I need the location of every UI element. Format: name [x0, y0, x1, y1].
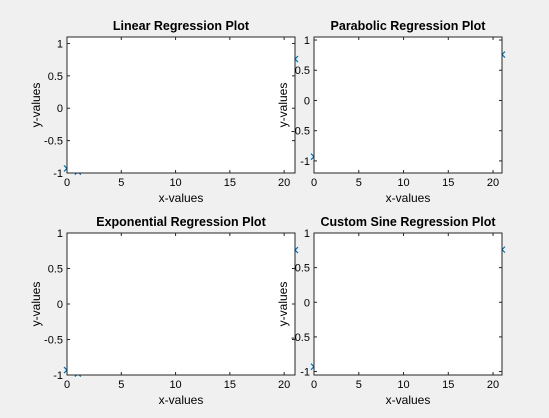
y-tick-label: -0.5 — [291, 126, 310, 138]
x-tick-label: 20 — [278, 379, 290, 391]
x-tick-label: 10 — [169, 379, 181, 391]
subplot-2: 0 5 10 15 20 -1 -0.5 0 0.5 1 Parabolic Regression … — [276, 19, 506, 205]
chart-title: Parabolic Regression Plot — [331, 19, 487, 33]
x-tick-label: 20 — [487, 379, 499, 391]
x-tick-label: 0 — [64, 379, 70, 391]
chart-title: Exponential Regression Plot — [96, 215, 266, 229]
x-tick-label: 20 — [487, 177, 499, 189]
y-tick-label: 0.5 — [48, 71, 63, 83]
x-axis-label: x-values — [386, 393, 431, 407]
chart-title: Linear Regression Plot — [113, 19, 250, 33]
y-tick-label: -0.5 — [44, 335, 63, 347]
y-axis-label: y-values — [29, 282, 43, 327]
y-tick-label: 1 — [304, 35, 310, 47]
y-axis-label: y-values — [29, 83, 43, 128]
axes-box — [313, 36, 503, 174]
y-tick-label: 0.5 — [295, 65, 310, 77]
x-tick-label: 15 — [442, 379, 454, 391]
axes-box — [313, 232, 503, 376]
x-tick-label: 5 — [118, 177, 124, 189]
y-tick-label: 0.5 — [295, 263, 310, 275]
y-tick-label: 0 — [304, 95, 310, 107]
y-tick-label: 0 — [57, 103, 63, 115]
y-tick-label: 0.5 — [48, 264, 63, 276]
axes-box — [66, 232, 296, 376]
x-tick-label: 10 — [397, 177, 409, 189]
x-tick-label: 5 — [356, 177, 362, 189]
x-tick-label: 20 — [278, 177, 290, 189]
x-tick-label: 0 — [64, 177, 70, 189]
x-tick-label: 15 — [224, 379, 236, 391]
y-axis-label: y-values — [276, 282, 290, 327]
subplot-4: 0 5 10 15 20 -1 -0.5 0 0.5 1 Custom Sine Regressio… — [276, 215, 506, 407]
x-tick-label: 0 — [311, 379, 317, 391]
x-tick-label: 5 — [118, 379, 124, 391]
y-tick-label: 1 — [57, 228, 63, 240]
x-tick-label: 15 — [442, 177, 454, 189]
y-tick-label: -1 — [53, 370, 63, 382]
subplot-1: 0 5 10 15 20 -1 -0.5 0 0.5 1 Linear Regression Plo… — [29, 19, 299, 205]
y-tick-label: 1 — [57, 38, 63, 50]
subplot-3: 0 5 10 15 20 -1 -0.5 0 0.5 1 Exponential Regressio… — [29, 215, 299, 407]
y-tick-label: -1 — [300, 367, 310, 379]
y-tick-label: 0 — [304, 297, 310, 309]
y-tick-label: -0.5 — [291, 332, 310, 344]
x-tick-label: 15 — [224, 177, 236, 189]
y-tick-label: 1 — [304, 228, 310, 240]
y-tick-label: -1 — [300, 156, 310, 168]
x-tick-label: 10 — [169, 177, 181, 189]
x-axis-label: x-values — [159, 191, 204, 205]
x-tick-label: 5 — [356, 379, 362, 391]
x-axis-label: x-values — [159, 393, 204, 407]
x-axis-label: x-values — [386, 191, 431, 205]
y-axis-label: y-values — [276, 83, 290, 128]
y-tick-label: -0.5 — [44, 136, 63, 148]
y-tick-label: -1 — [53, 168, 63, 180]
x-tick-label: 0 — [311, 177, 317, 189]
chart-title: Custom Sine Regression Plot — [320, 215, 496, 229]
x-tick-label: 10 — [397, 379, 409, 391]
axes-box — [66, 36, 296, 174]
y-tick-label: 0 — [57, 299, 63, 311]
